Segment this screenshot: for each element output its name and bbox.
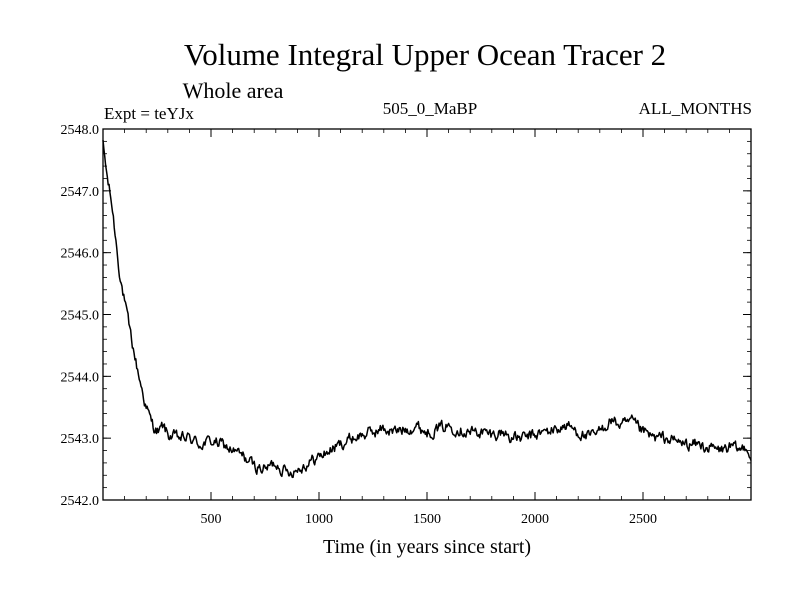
x-tick-label: 2000 — [521, 512, 549, 527]
plot-frame — [102, 128, 752, 501]
experiment-label: Expt = teYJx — [104, 104, 194, 123]
x-tick-label: 500 — [201, 512, 222, 527]
x-axis-label: Time (in years since start) — [323, 536, 531, 558]
x-tick-label: 2500 — [629, 512, 657, 527]
y-tick-label: 2543.0 — [61, 432, 100, 447]
series-layer — [102, 139, 752, 479]
x-axis: 500 1000 1500 2000 2500 — [124, 129, 730, 527]
x-tick-label: 1500 — [413, 512, 441, 527]
y-tick-label: 2542.0 — [61, 494, 100, 509]
y-tick-label: 2547.0 — [61, 185, 100, 200]
period-label: 505_0_MaBP — [383, 99, 477, 118]
y-axis: 2542.0 2543.0 2544.0 2545.0 2546.0 2547.0 2548… — [61, 123, 751, 509]
y-tick-label: 2544.0 — [61, 370, 100, 385]
series-line — [102, 139, 752, 479]
y-tick-label: 2546.0 — [61, 247, 100, 262]
chart-subtitle: Whole area — [183, 78, 284, 103]
months-label: ALL_MONTHS — [639, 99, 752, 118]
chart-title: Volume Integral Upper Ocean Tracer 2 — [184, 37, 666, 72]
y-tick-label: 2548.0 — [61, 123, 100, 138]
x-tick-label: 1000 — [305, 512, 333, 527]
y-tick-label: 2545.0 — [61, 309, 100, 324]
